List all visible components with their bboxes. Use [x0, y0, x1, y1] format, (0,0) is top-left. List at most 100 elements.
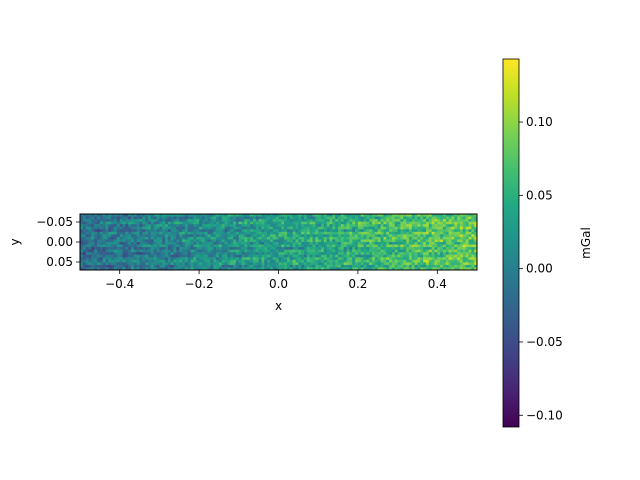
heatmap-cell — [454, 224, 458, 228]
heatmap-cell — [224, 236, 229, 241]
heatmap-cell — [434, 236, 438, 241]
heatmap-cell — [111, 214, 115, 218]
heatmap-cell — [142, 257, 146, 261]
heatmap-cell — [391, 257, 396, 261]
heatmap-cell — [227, 249, 231, 253]
heatmap-cell — [340, 221, 345, 225]
heatmap-cell — [420, 226, 424, 230]
heatmap-cell — [244, 264, 248, 269]
heatmap-cell — [272, 257, 277, 261]
heatmap-cell — [383, 226, 387, 230]
heatmap-cell — [258, 214, 263, 218]
heatmap-cell — [377, 257, 382, 261]
heatmap-cell — [207, 239, 212, 243]
heatmap-cell — [108, 244, 112, 248]
heatmap-cell — [94, 226, 98, 230]
heatmap-cell — [269, 257, 274, 261]
heatmap-cell — [201, 254, 206, 258]
heatmap-cell — [122, 244, 126, 248]
heatmap-cell — [440, 219, 444, 223]
heatmap-cell — [145, 247, 149, 251]
heatmap-cell — [156, 264, 160, 269]
heatmap-cell — [184, 247, 189, 251]
heatmap-cell — [440, 224, 444, 228]
heatmap-cell — [437, 262, 441, 266]
heatmap-cell — [97, 242, 101, 246]
heatmap-cell — [159, 267, 163, 270]
heatmap-cell — [451, 264, 455, 269]
heatmap-cell — [227, 252, 231, 256]
heatmap-cell — [420, 267, 424, 270]
heatmap-cell — [457, 231, 461, 235]
heatmap-cell — [250, 231, 254, 235]
heatmap-cell — [250, 216, 254, 220]
heatmap-cell — [264, 249, 268, 253]
heatmap-cell — [326, 216, 331, 220]
heatmap-cell — [448, 247, 453, 251]
heatmap-cell — [133, 236, 138, 241]
heatmap-cell — [406, 234, 410, 238]
heatmap-cell — [457, 214, 461, 218]
heatmap-cell — [133, 221, 138, 225]
heatmap-cell — [252, 264, 257, 269]
heatmap-cell — [315, 234, 319, 238]
heatmap-cell — [281, 234, 285, 238]
heatmap-cell — [309, 236, 314, 241]
heatmap-cell — [264, 262, 268, 266]
heatmap-cell — [287, 221, 291, 225]
heatmap-cell — [244, 262, 248, 266]
heatmap-cell — [233, 229, 237, 233]
heatmap-cell — [173, 221, 178, 225]
heatmap-cell — [221, 254, 226, 258]
heatmap-cell — [182, 224, 186, 228]
heatmap-cell — [162, 214, 166, 218]
heatmap-cell — [116, 257, 121, 261]
heatmap-cell — [102, 236, 107, 241]
heatmap-cell — [389, 259, 393, 263]
heatmap-cell — [258, 219, 263, 223]
heatmap-cell — [397, 214, 402, 218]
heatmap-cell — [377, 254, 382, 258]
heatmap-cell — [400, 216, 404, 220]
heatmap-cell — [99, 226, 104, 230]
heatmap-cell — [278, 244, 282, 248]
heatmap-cell — [105, 247, 109, 251]
heatmap-cell — [111, 252, 115, 256]
heatmap-cell — [403, 221, 407, 225]
heatmap-cell — [414, 262, 419, 266]
heatmap-cell — [408, 257, 413, 261]
heatmap-cell — [440, 214, 444, 218]
heatmap-cell — [131, 229, 135, 233]
heatmap-cell — [82, 221, 87, 225]
heatmap-cell — [119, 239, 124, 243]
heatmap-cell — [423, 264, 427, 269]
heatmap-cell — [133, 214, 138, 218]
heatmap-cell — [182, 249, 186, 253]
heatmap-cell — [374, 221, 379, 225]
heatmap-cell — [437, 226, 441, 230]
heatmap-cell — [125, 236, 129, 241]
heatmap-cell — [335, 244, 339, 248]
heatmap-cell — [82, 216, 87, 220]
heatmap-cell — [306, 221, 311, 225]
heatmap-cell — [471, 226, 475, 230]
heatmap-cell — [468, 264, 472, 269]
heatmap-cell — [434, 224, 438, 228]
heatmap-cell — [454, 247, 458, 251]
heatmap-cell — [204, 264, 209, 269]
heatmap-cell — [255, 239, 260, 243]
heatmap-cell — [230, 229, 234, 233]
heatmap-cell — [227, 229, 231, 233]
heatmap-cell — [190, 259, 195, 263]
heatmap-cell — [448, 234, 453, 238]
heatmap-cell — [414, 226, 419, 230]
heatmap-cell — [329, 219, 333, 223]
heatmap-cell — [204, 236, 209, 241]
heatmap-cell — [329, 252, 333, 256]
heatmap-cell — [258, 234, 263, 238]
heatmap-cell — [312, 257, 316, 261]
heatmap-cell — [264, 254, 268, 258]
heatmap-cell — [394, 264, 399, 269]
heatmap-cell — [346, 214, 350, 218]
heatmap-cell — [391, 249, 396, 253]
